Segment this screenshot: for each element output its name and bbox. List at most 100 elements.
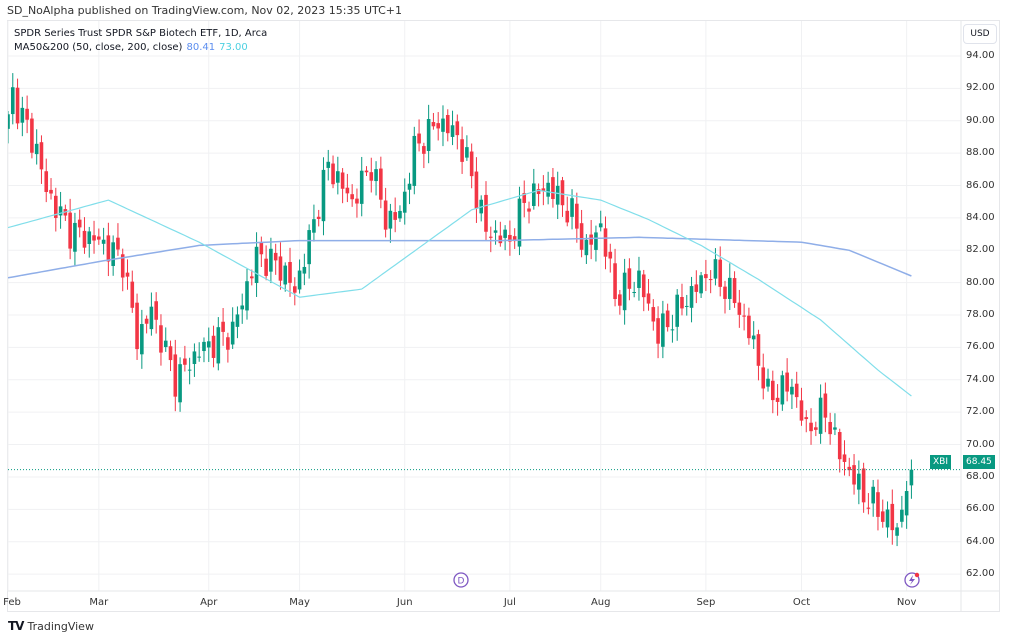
candle-body bbox=[766, 378, 770, 387]
candle bbox=[44, 158, 49, 203]
candle-body bbox=[49, 189, 53, 194]
candle bbox=[503, 225, 507, 251]
candle bbox=[168, 340, 173, 372]
candle bbox=[575, 192, 579, 243]
candle bbox=[226, 332, 230, 363]
candle-body bbox=[852, 465, 856, 485]
candle-body bbox=[895, 527, 899, 536]
price-tick-label: 62.00 bbox=[966, 568, 995, 580]
candle-body bbox=[469, 151, 474, 177]
candle bbox=[97, 228, 101, 245]
candle-body bbox=[904, 491, 909, 516]
candle-body bbox=[694, 284, 699, 292]
candle-body bbox=[34, 143, 39, 155]
time-tick-label: Nov bbox=[896, 597, 917, 608]
candle bbox=[135, 293, 139, 360]
candle bbox=[780, 370, 785, 411]
ma200-line bbox=[8, 236, 912, 279]
candle-body bbox=[651, 307, 656, 322]
candle bbox=[293, 277, 297, 306]
candle bbox=[302, 253, 307, 286]
candle-body bbox=[450, 125, 455, 137]
candle-body bbox=[273, 252, 278, 261]
candle bbox=[197, 342, 201, 362]
candle-body bbox=[312, 219, 316, 233]
candle bbox=[359, 156, 364, 217]
time-tick-label: Mar bbox=[89, 597, 109, 608]
candle bbox=[732, 271, 737, 308]
candle bbox=[594, 225, 598, 262]
candle bbox=[904, 480, 909, 529]
candle-body bbox=[637, 270, 641, 288]
candle-body bbox=[598, 223, 603, 228]
currency-button[interactable]: USD bbox=[963, 24, 997, 44]
candle-body bbox=[866, 507, 871, 509]
candle bbox=[163, 327, 168, 352]
price-tick-label: 94.00 bbox=[966, 50, 995, 61]
candle-body bbox=[97, 236, 101, 240]
price-tick-label: 70.00 bbox=[966, 438, 995, 450]
candle-body bbox=[584, 239, 589, 256]
candle-body bbox=[187, 369, 192, 371]
candle bbox=[536, 183, 541, 207]
candle-body bbox=[221, 321, 225, 332]
candle-body bbox=[364, 170, 369, 173]
candle-body bbox=[522, 193, 527, 203]
candle bbox=[54, 187, 58, 232]
candle-body bbox=[39, 142, 44, 170]
candle-body bbox=[240, 305, 245, 310]
candle-body bbox=[837, 432, 842, 460]
indicator-legend[interactable]: MA50&200 (50, close, 200, close) 80.41 73.… bbox=[14, 42, 248, 53]
candle bbox=[809, 408, 813, 445]
candle bbox=[579, 209, 584, 258]
candle bbox=[627, 258, 632, 301]
candle bbox=[8, 111, 10, 144]
candle bbox=[269, 237, 273, 284]
price-tick-label: 68.00 bbox=[966, 470, 995, 482]
tradingview-logo[interactable]: TV TradingView bbox=[8, 619, 94, 633]
candle bbox=[312, 204, 316, 242]
candle bbox=[546, 171, 550, 205]
candle-body bbox=[297, 270, 302, 290]
candle bbox=[598, 210, 603, 232]
candle bbox=[106, 222, 111, 277]
candle-body bbox=[441, 118, 445, 132]
candle bbox=[704, 259, 708, 292]
candle-body bbox=[154, 301, 158, 320]
indicator-name: MA50&200 (50, close, 200, close) bbox=[14, 42, 183, 53]
candle bbox=[460, 126, 464, 174]
candle bbox=[641, 269, 646, 312]
candle-body bbox=[125, 272, 130, 277]
price-tick-label: 80.00 bbox=[966, 276, 995, 288]
candle-body bbox=[508, 234, 512, 242]
candle-body bbox=[484, 194, 488, 232]
candle-body bbox=[460, 139, 464, 162]
candle bbox=[25, 95, 29, 134]
candle bbox=[861, 462, 866, 513]
candle bbox=[130, 270, 135, 313]
candle-body bbox=[159, 325, 163, 353]
candle bbox=[847, 457, 852, 477]
candle-body bbox=[92, 235, 96, 241]
price-tick-label: 84.00 bbox=[966, 211, 995, 223]
candle bbox=[345, 173, 350, 203]
candle-body bbox=[747, 315, 751, 339]
candle-body bbox=[235, 314, 240, 327]
candle bbox=[87, 226, 92, 258]
candle-body bbox=[249, 276, 254, 279]
candle bbox=[751, 321, 756, 349]
candle-body bbox=[58, 206, 63, 216]
candle-body bbox=[742, 315, 746, 317]
candle bbox=[541, 175, 546, 206]
time-tick-label: Sep bbox=[696, 597, 716, 608]
candle bbox=[49, 178, 53, 200]
price-tick-label: 66.00 bbox=[966, 503, 995, 515]
candle bbox=[39, 135, 44, 184]
candle bbox=[880, 499, 885, 528]
candle bbox=[144, 315, 149, 334]
candle-body bbox=[871, 486, 875, 504]
candle bbox=[699, 271, 703, 298]
candle bbox=[900, 495, 904, 528]
candle bbox=[58, 191, 63, 229]
